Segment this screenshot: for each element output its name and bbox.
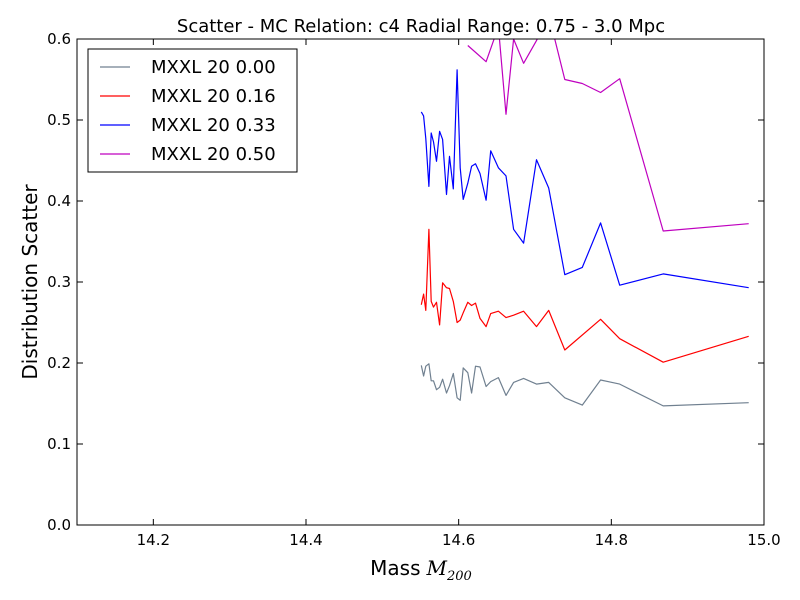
y-tick-label: 0.0 <box>47 516 71 534</box>
x-axis-label-math: M <box>426 556 448 580</box>
y-tick-label: 0.5 <box>47 111 71 129</box>
legend-label-1: MXXL 20 0.16 <box>151 86 276 107</box>
x-axis-label-text: Mass <box>370 556 420 580</box>
legend-label-2: MXXL 20 0.33 <box>151 115 276 136</box>
y-tick-label: 0.2 <box>47 354 71 372</box>
y-tick-label: 0.3 <box>47 273 71 291</box>
x-tick-label: 14.2 <box>137 531 170 549</box>
series-line-1 <box>420 228 749 363</box>
y-tick-label: 0.6 <box>47 30 71 48</box>
x-axis-label: Mass M200 <box>370 556 472 584</box>
x-tick-label: 15.0 <box>747 531 780 549</box>
y-axis-label: Distribution Scatter <box>18 184 42 380</box>
y-tick-label: 0.4 <box>47 192 71 210</box>
legend: MXXL 20 0.00 MXXL 20 0.16 MXXL 20 0.33 MXXL… <box>87 48 298 173</box>
x-tick-label: 14.6 <box>442 531 475 549</box>
chart-title: Scatter - MC Relation: c4 Radial Range: … <box>177 16 665 37</box>
x-axis-label-subscript: 200 <box>446 569 472 584</box>
ticks-layer: 14.2 14.4 14.6 14.8 15.0 0.0 0.1 0.2 0.3 0.4 0.5 0.… <box>47 30 781 549</box>
x-tick-label: 14.8 <box>595 531 628 549</box>
x-tick-label: 14.4 <box>289 531 322 549</box>
legend-box <box>87 48 298 173</box>
series-line-2 <box>420 69 749 289</box>
series-layer <box>420 39 749 407</box>
legend-label-0: MXXL 20 0.00 <box>151 57 276 78</box>
series-line-3 <box>467 39 749 232</box>
legend-label-3: MXXL 20 0.50 <box>151 144 276 165</box>
y-tick-label: 0.1 <box>47 435 71 453</box>
series-line-0 <box>420 363 749 407</box>
